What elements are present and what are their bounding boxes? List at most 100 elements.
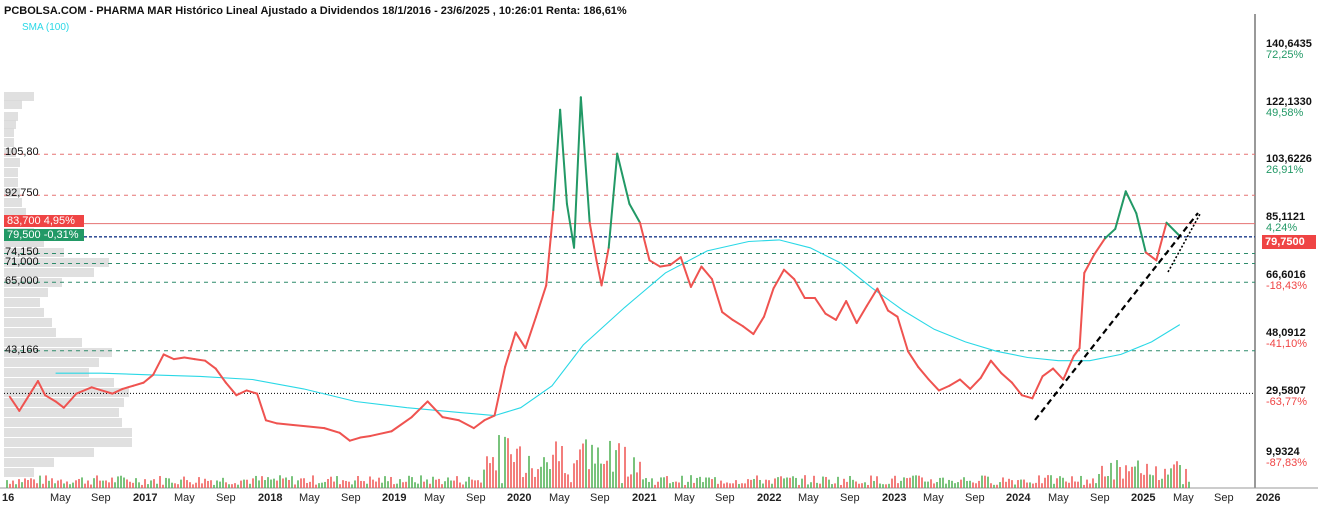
volume-bar bbox=[897, 483, 899, 488]
volume-bar bbox=[1107, 475, 1109, 488]
volume-bar bbox=[366, 483, 368, 488]
volume-bar bbox=[342, 480, 344, 488]
volume-bar bbox=[27, 480, 29, 488]
price-segment bbox=[514, 331, 527, 350]
volume-bar bbox=[585, 439, 587, 488]
x-tick-year: 2025 bbox=[1131, 492, 1156, 504]
volume-bar bbox=[615, 450, 617, 488]
price-segment bbox=[276, 422, 295, 426]
price-segment bbox=[1093, 237, 1107, 256]
price-segment bbox=[224, 381, 238, 397]
price-segment bbox=[927, 378, 940, 392]
price-segment bbox=[565, 202, 576, 249]
volume-bar bbox=[951, 480, 953, 488]
y-tick-price: 85,1121 bbox=[1266, 211, 1306, 223]
price-segment bbox=[100, 389, 114, 395]
volume-bar bbox=[618, 443, 620, 488]
volume-bar bbox=[444, 481, 446, 488]
y-tick-price: 48,0912 bbox=[1266, 327, 1306, 339]
volume-bar bbox=[510, 454, 512, 488]
volume-bar bbox=[1125, 465, 1127, 488]
volume-bar bbox=[423, 481, 425, 488]
volume-bar bbox=[588, 469, 590, 488]
price-segment bbox=[1165, 221, 1181, 237]
volume-bar bbox=[195, 482, 197, 488]
volume-bar bbox=[495, 470, 497, 488]
volume-profile-bar bbox=[4, 338, 82, 347]
volume-bar bbox=[1083, 484, 1085, 488]
volume-bar bbox=[696, 477, 698, 488]
volume-bar bbox=[789, 477, 791, 488]
volume-profile-bar bbox=[4, 198, 22, 207]
volume-bar bbox=[987, 476, 989, 488]
volume-bar bbox=[525, 472, 527, 488]
volume-bar bbox=[660, 477, 662, 488]
price-segment bbox=[700, 265, 713, 281]
volume-bar bbox=[312, 475, 314, 488]
price-segment bbox=[193, 358, 207, 362]
price-segment bbox=[917, 365, 930, 381]
price-segment bbox=[559, 108, 568, 205]
volume-bar bbox=[717, 483, 719, 488]
level-label-71: 71,000 bbox=[5, 256, 39, 268]
volume-bar bbox=[45, 475, 47, 488]
volume-bar bbox=[741, 483, 743, 488]
volume-bar bbox=[924, 481, 926, 488]
volume-bar bbox=[603, 463, 605, 488]
volume-bar bbox=[243, 479, 245, 488]
price-segment bbox=[441, 416, 460, 422]
volume-bar bbox=[1053, 483, 1055, 488]
price-segment bbox=[44, 394, 57, 403]
volume-bar bbox=[132, 482, 134, 488]
price-segment bbox=[359, 434, 372, 439]
volume-bar bbox=[486, 456, 488, 488]
volume-bar bbox=[867, 484, 869, 488]
volume-profile-bar bbox=[4, 318, 52, 327]
y-tick-price: 103,6226 bbox=[1266, 153, 1312, 165]
volume-bar bbox=[516, 448, 518, 488]
volume-profile-bar bbox=[4, 458, 54, 467]
volume-bar bbox=[522, 477, 524, 488]
price-segment bbox=[183, 356, 196, 361]
price-segment bbox=[782, 268, 796, 281]
price-segment bbox=[813, 296, 827, 315]
volume-bar bbox=[666, 476, 668, 488]
x-tick-month: May bbox=[424, 492, 445, 504]
volume-bar bbox=[960, 479, 962, 488]
price-segment bbox=[1041, 367, 1055, 378]
volume-bar bbox=[48, 480, 50, 488]
volume-bar bbox=[675, 481, 677, 488]
volume-bar bbox=[663, 477, 665, 488]
volume-profile-bar bbox=[4, 208, 26, 217]
volume-bar bbox=[471, 479, 473, 488]
price-segment bbox=[8, 395, 21, 412]
volume-bar bbox=[1143, 474, 1145, 488]
price-segment bbox=[937, 384, 951, 392]
volume-bar bbox=[57, 480, 59, 488]
volume-bar bbox=[1068, 482, 1070, 488]
volume-bar bbox=[168, 478, 170, 488]
volume-bar bbox=[1155, 466, 1157, 488]
volume-profile-bar bbox=[4, 188, 20, 197]
volume-bar bbox=[363, 481, 365, 488]
price-segment bbox=[573, 96, 582, 249]
price-segment bbox=[1124, 190, 1138, 215]
volume-bar bbox=[531, 468, 533, 488]
volume-bar bbox=[267, 477, 269, 488]
volume-bar bbox=[549, 469, 551, 488]
volume-bar bbox=[198, 477, 200, 488]
volume-bar bbox=[825, 476, 827, 488]
price-segment bbox=[535, 284, 548, 318]
volume-bar bbox=[690, 475, 692, 488]
price-segment bbox=[638, 221, 651, 262]
volume-bar bbox=[774, 478, 776, 488]
tag-resistance: 83,700 4,95% bbox=[4, 215, 84, 227]
volume-bar bbox=[852, 479, 854, 488]
volume-bar bbox=[507, 438, 509, 488]
price-segment bbox=[1020, 394, 1034, 400]
price-segment bbox=[689, 265, 703, 288]
volume-bar bbox=[744, 483, 746, 488]
volume-bar bbox=[1182, 484, 1184, 488]
volume-bar bbox=[891, 478, 893, 488]
volume-bar bbox=[912, 475, 914, 488]
